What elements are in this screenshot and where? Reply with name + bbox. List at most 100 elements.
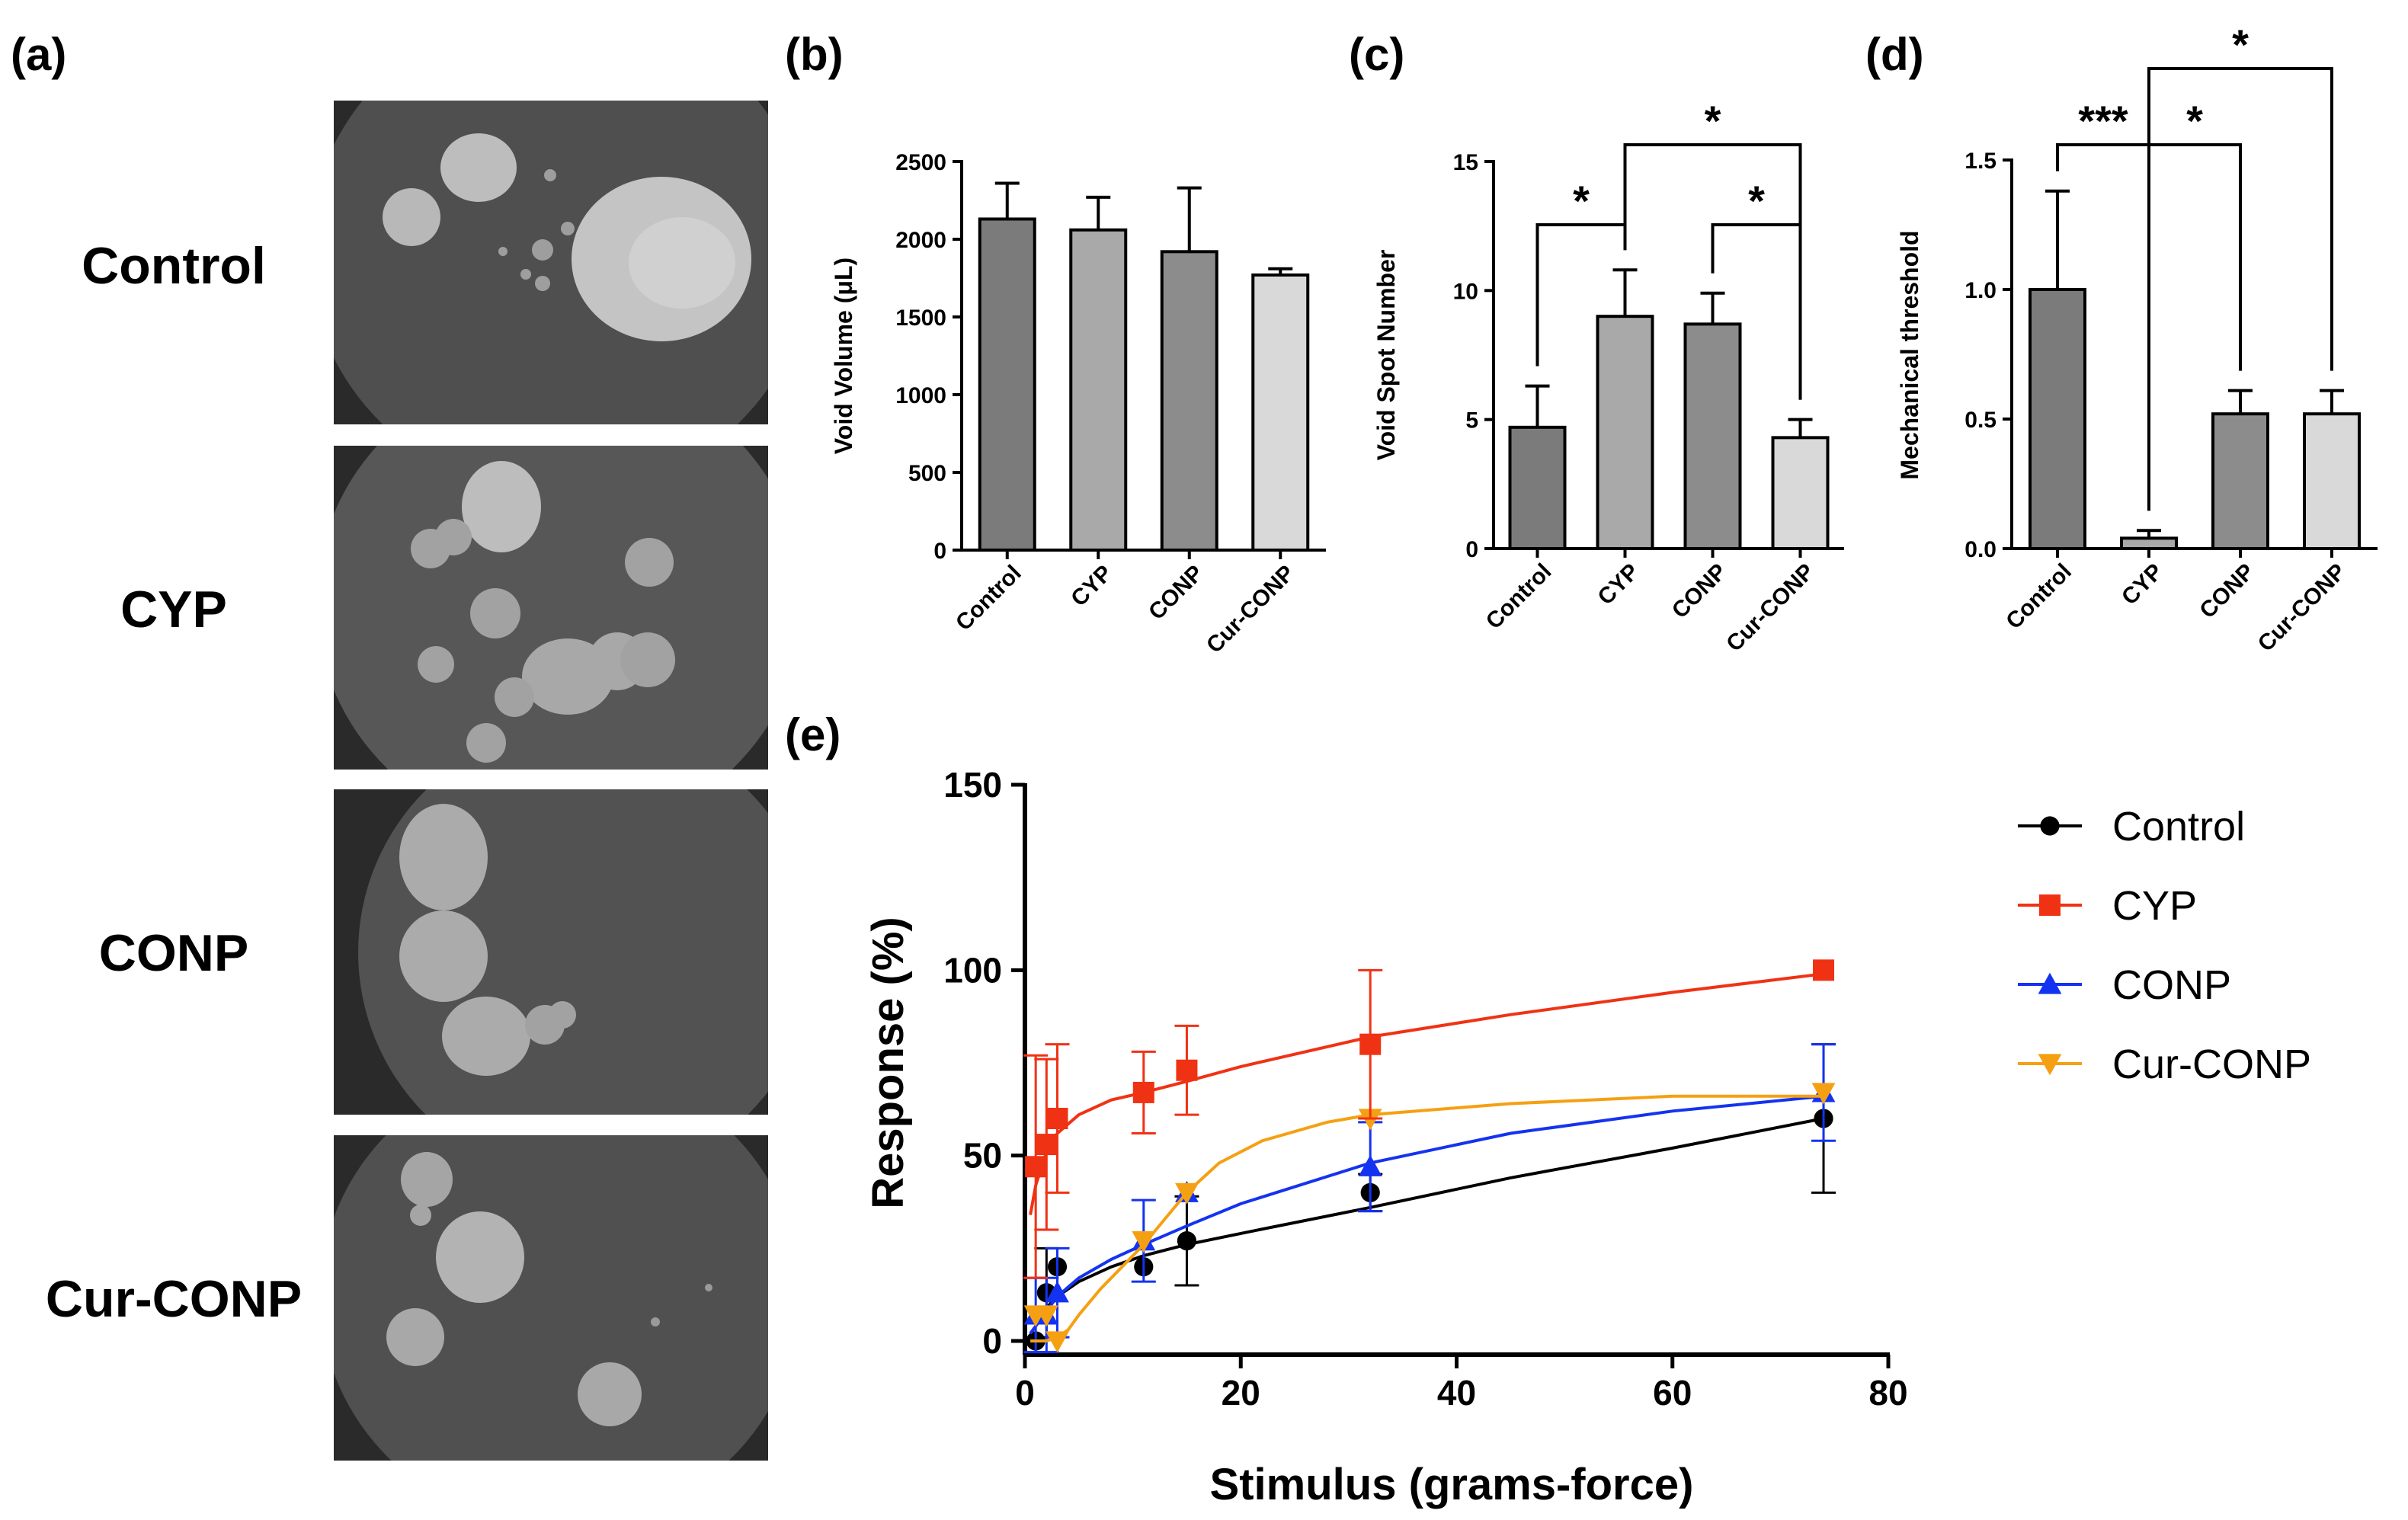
x-tick-label: 60 [1653,1373,1692,1413]
x-tick-label: 20 [1222,1373,1260,1413]
x-tick-label: 0 [1015,1373,1035,1413]
row-label-conp: CONP [99,924,248,982]
significance-label: * [1573,177,1590,225]
y-tick-label: 0 [933,539,946,564]
series-cyp [1023,959,1835,1279]
point-cyp [1025,1156,1047,1178]
point-control [1177,1231,1197,1251]
x-tick-label-cur-conp: Cur-CONP [1721,559,1819,657]
bar-conp [2211,412,2269,551]
void-spot-image-cur-conp [334,1135,768,1461]
x-tick-label-control: Control [951,561,1026,636]
x-tick-label: 40 [1437,1373,1476,1413]
point-cyp [1813,959,1835,981]
legend-label-cur-conp: Cur-CONP [2112,1042,2311,1087]
chart-e-legend: Control CYP CONP Cur-CONP [2018,804,2311,1087]
point-cur-conp [1811,1083,1836,1105]
point-cyp [1359,1033,1382,1055]
y-axis-title: Response (%) [863,917,913,1209]
y-tick-label: 1500 [895,306,946,331]
bar-control [1508,425,1567,550]
legend-label-control: Control [2112,804,2245,850]
panel-letter-d: (d) [1865,29,1924,80]
bar-conp [1683,322,1742,550]
y-tick-label: 1000 [895,383,946,408]
point-cur-conp [1175,1182,1199,1205]
image-divider [334,770,768,789]
row-label-control: Control [82,237,266,295]
void-spot-image-control [334,101,768,424]
significance-bracket [1623,143,1802,400]
y-tick-label: 0 [982,1321,1002,1361]
fit-line-conp [1029,1094,1824,1335]
significance-bracket [2147,67,2333,511]
void-spot-image-cyp [334,446,768,770]
y-tick-label: 0 [1465,537,1478,562]
bar-cur-conp [2303,412,2361,551]
chart-b-void-volume: 0 500 1000 1500 2000 2500 Void Volume (μL) Cont… [830,150,1326,658]
point-conp [1358,1154,1382,1176]
y-tick-label: 5 [1465,408,1478,434]
y-tick-label: 150 [943,765,1002,805]
y-tick-label: 500 [908,461,946,486]
legend-label-cyp: CYP [2112,883,2197,929]
point-conp [1045,1281,1069,1303]
legend-marker-cyp [2039,894,2061,916]
x-tick-label-cyp: CYP [1593,559,1644,610]
panel-letter-a: (a) [11,29,66,80]
y-axis-title: Void Spot Number [1372,250,1400,461]
x-axis-title: Stimulus (grams-force) [1210,1460,1694,1509]
y-tick-label: 0.5 [1965,408,1997,433]
series-cur-conp [1023,1083,1836,1353]
x-tick-label-conp: CONP [2195,559,2259,624]
bar-conp [1160,250,1218,552]
bar-control [2029,288,2086,550]
x-tick-label-conp: CONP [1667,559,1732,624]
x-tick-label-cyp: CYP [1066,561,1117,612]
panel-letter-c: (c) [1349,29,1404,80]
void-spot-image-conp [334,789,768,1115]
bar-control [978,217,1036,552]
y-tick-label: 15 [1453,150,1478,175]
point-cur-conp [1132,1231,1156,1253]
chart-d-mechanical-threshold: 0.0 0.5 1.0 1.5 Mechanical threshold Control C… [1896,21,2378,657]
y-tick-label: 2500 [895,150,946,175]
point-cyp [1036,1134,1058,1156]
image-divider [334,1115,768,1135]
row-label-cur-conp: Cur-CONP [46,1270,302,1328]
x-tick-label-cur-conp: Cur-CONP [2253,559,2351,657]
significance-label: *** [2078,97,2128,145]
image-divider [334,426,768,446]
y-tick-label: 2000 [895,228,946,253]
chart-c-void-spot-number: 0 5 10 15 Void Spot Number Control CYP CONPCur-… [1372,97,1844,657]
y-tick-label: 10 [1453,279,1478,304]
point-cyp [1132,1081,1154,1103]
significance-label: * [1705,97,1721,145]
row-label-cyp: CYP [120,581,227,638]
bar-cur-conp [1251,273,1310,552]
legend-label-conp: CONP [2112,962,2231,1008]
panel-letter-e: (e) [785,709,841,760]
y-axis-title: Void Volume (μL) [830,258,857,454]
x-tick-label-control: Control [1481,559,1557,635]
y-tick-label: 0.0 [1965,537,1997,562]
point-cur-conp [1034,1305,1058,1327]
point-cyp [1176,1059,1198,1081]
legend-marker-control [2040,816,2060,836]
bar-cur-conp [1771,436,1830,551]
y-tick-label: 100 [943,950,1002,990]
bar-cyp [1069,228,1128,552]
bar-cyp [2120,536,2178,551]
x-tick-label: 80 [1868,1373,1907,1413]
point-cyp [1046,1108,1068,1129]
significance-label: * [2232,21,2249,69]
significance-label: * [1748,177,1765,225]
significance-label: * [2186,97,2203,145]
point-cur-conp [1045,1331,1069,1353]
x-tick-label-cyp: CYP [2117,559,2168,610]
bar-cyp [1596,315,1654,550]
legend-marker-cur-conp [2038,1054,2062,1076]
panel-letter-b: (b) [785,29,844,80]
x-tick-label-cur-conp: Cur-CONP [1202,561,1299,658]
